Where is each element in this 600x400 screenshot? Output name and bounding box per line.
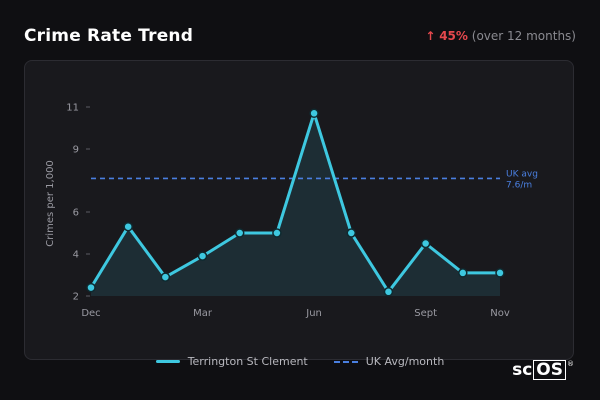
chart-card: [24, 60, 574, 360]
trend-up-icon: ↑: [425, 29, 436, 43]
legend-item-average[interactable]: UK Avg/month: [333, 355, 445, 368]
logo-text: sc: [512, 360, 533, 380]
data-point: [160, 272, 171, 282]
data-point: [86, 282, 96, 293]
data-point: [234, 228, 245, 238]
chart-legend: Terrington St Clement UK Avg/month: [0, 355, 600, 368]
x-tick-label: Nov: [490, 308, 510, 319]
y-tick-label: 4: [73, 250, 79, 261]
x-tick-label: Mar: [193, 308, 213, 319]
x-tick-label: Dec: [81, 308, 100, 319]
data-point: [420, 238, 431, 249]
data-point: [383, 287, 394, 297]
legend-average-label: UK Avg/month: [365, 355, 445, 368]
data-point: [123, 221, 133, 232]
y-tick-label: 9: [73, 145, 79, 156]
y-tick-label: 2: [73, 292, 79, 303]
registered-mark: ®: [567, 360, 574, 368]
y-axis-label: Crimes per 1,000: [45, 160, 56, 247]
data-point: [458, 268, 468, 278]
data-point: [272, 228, 282, 238]
x-tick-label: Sept: [414, 308, 437, 319]
change-percent: 45%: [439, 29, 468, 43]
legend-series-label: Terrington St Clement: [187, 355, 308, 368]
legend-line-swatch: [155, 360, 180, 363]
series-area: [91, 113, 500, 296]
change-indicator: ↑ 45% (over 12 months): [425, 29, 576, 43]
data-point: [495, 268, 505, 278]
data-point: [197, 251, 208, 261]
y-tick-label: 6: [73, 208, 79, 219]
y-tick-label: 11: [66, 103, 79, 114]
legend-dash-swatch: [333, 360, 358, 363]
brand-logo: sc OS ®: [512, 360, 574, 380]
change-period: (over 12 months): [471, 29, 576, 43]
data-point: [346, 228, 357, 238]
logo-box-text: OS: [533, 360, 566, 380]
series-line: [89, 111, 502, 294]
chart-title: Crime Rate Trend: [24, 26, 194, 46]
uk-average-label: UK avg: [506, 169, 538, 179]
uk-average-value: 7.6/m: [506, 180, 532, 190]
x-tick-label: Jun: [305, 308, 322, 319]
data-point: [309, 108, 319, 119]
legend-item-series[interactable]: Terrington St Clement: [155, 355, 308, 368]
